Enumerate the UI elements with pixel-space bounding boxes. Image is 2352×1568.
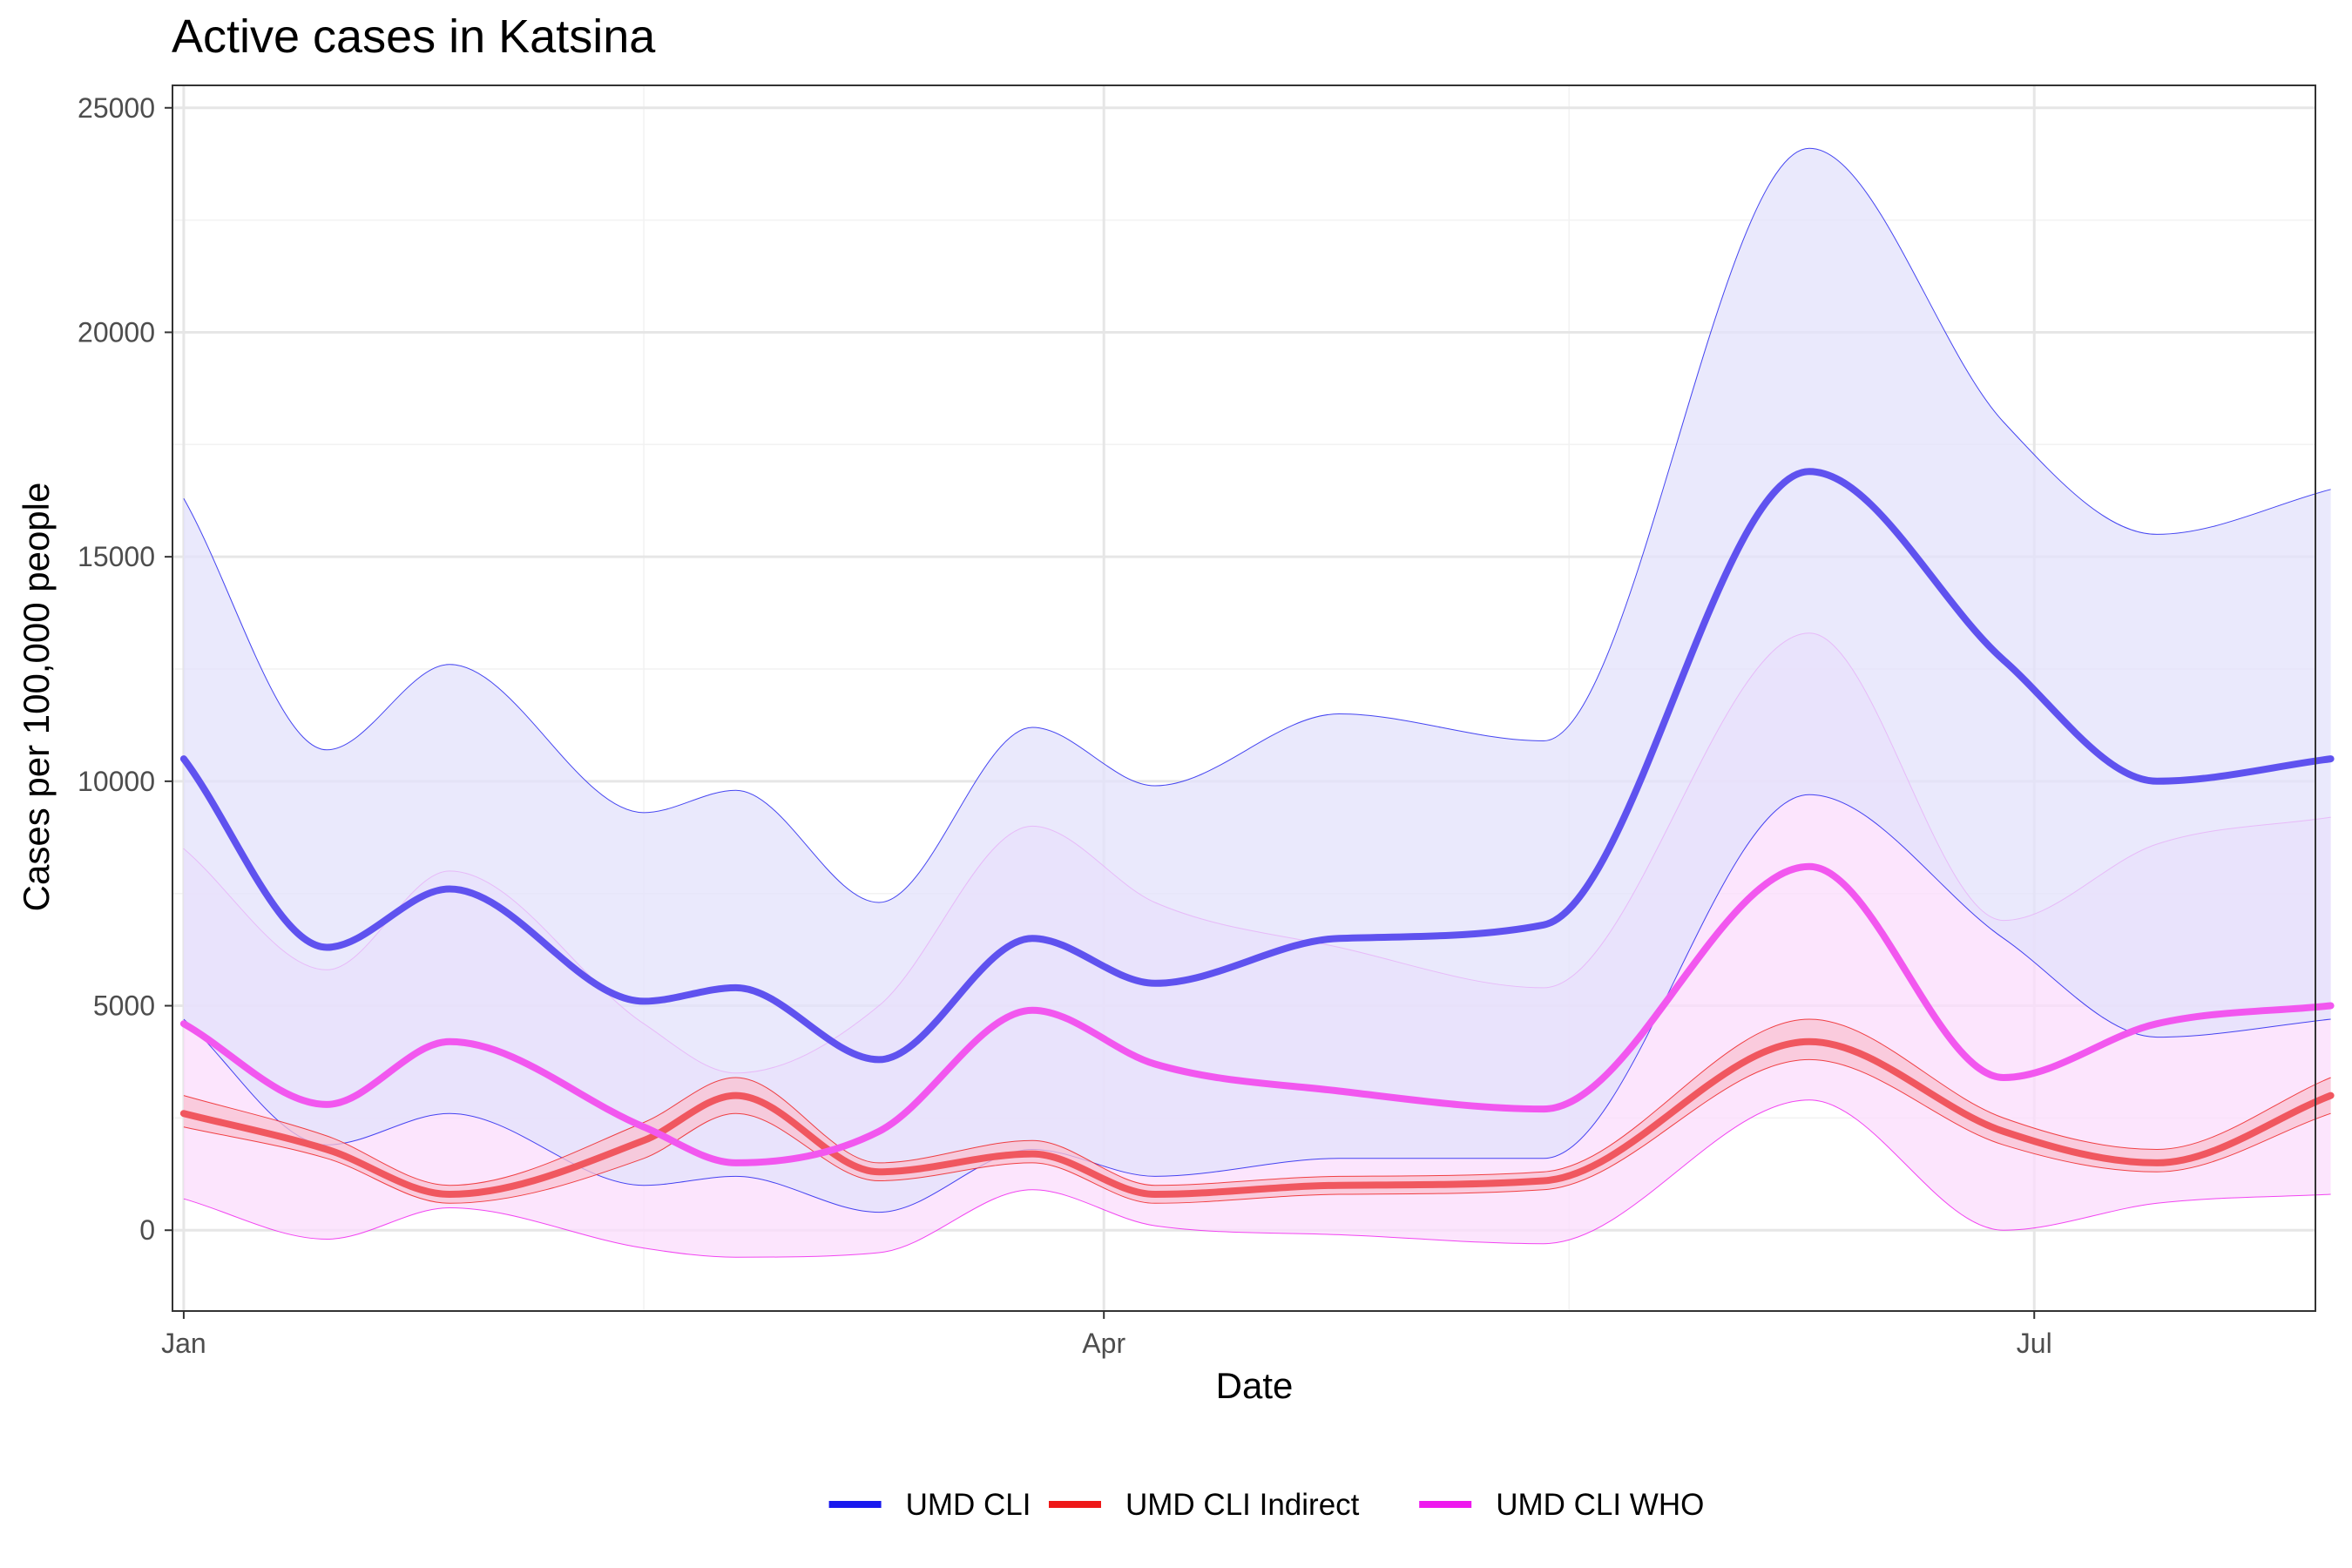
umd-cli-band-upper — [183, 147, 2331, 903]
umd-cli-line — [179, 468, 2335, 1064]
umd-cli-indirect-band-lower — [183, 1058, 2331, 1204]
x-axis-title: Date — [1216, 1365, 1294, 1406]
panel-border — [172, 84, 2316, 1312]
x-tick-label: Apr — [1082, 1328, 1125, 1359]
x-tick-label: Jan — [161, 1328, 206, 1359]
x-tick-label: Jul — [2017, 1328, 2052, 1359]
plot-panel: 0 5000 10000 15000 20000 25000 Jan Apr Jul — [78, 84, 2335, 1359]
y-tick-label: 0 — [139, 1214, 155, 1246]
y-tick-label: 15000 — [78, 541, 155, 572]
y-tick-label: 20000 — [78, 316, 155, 348]
umd-cli-indirect-line — [179, 1037, 2335, 1198]
legend-label-umd-cli-who: UMD CLI WHO — [1496, 1488, 1704, 1522]
y-axis-title: Cases per 100,000 people — [16, 483, 57, 912]
umd-cli-band-lower — [183, 794, 2331, 1213]
legend-label-umd-cli: UMD CLI — [906, 1488, 1031, 1522]
y-tick-label: 5000 — [93, 990, 155, 1022]
chart-title: Active cases in Katsina — [172, 10, 656, 63]
umd-cli-who-line — [179, 862, 2335, 1166]
legend-label-umd-cli-indirect: UMD CLI Indirect — [1125, 1488, 1360, 1522]
legend: UMD CLI UMD CLI Indirect UMD CLI WHO — [828, 1488, 1704, 1522]
y-tick-label: 25000 — [78, 92, 155, 124]
umd-cli-band — [183, 148, 2331, 1213]
umd-cli-who-band-lower — [183, 1099, 2331, 1258]
y-tick-label: 10000 — [78, 766, 155, 797]
umd-cli-indirect-band-upper — [183, 1018, 2331, 1186]
